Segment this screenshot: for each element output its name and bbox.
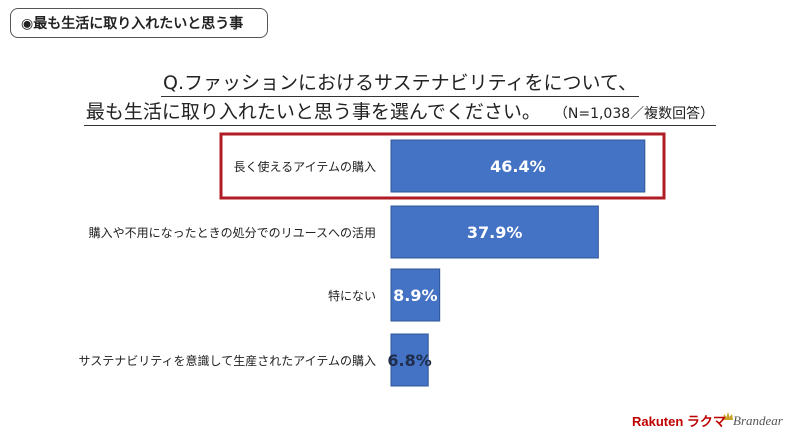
bar-0 — [390, 139, 646, 193]
highlight-frame — [219, 132, 666, 200]
value-label-1: 37.9% — [467, 223, 523, 242]
bar-2 — [390, 268, 441, 322]
brandear-logo: Brandear — [733, 413, 783, 428]
category-label-2: 特にない — [328, 288, 376, 303]
value-label-2: 8.9% — [393, 286, 437, 305]
category-label-3: サステナビリティを意識して生産されたアイテムの購入 — [79, 353, 376, 368]
question-title-text-2: 最も生活に取り入れたいと思う事を選んでください。 — [85, 101, 541, 123]
topic-badge-label: ◉最も生活に取り入れたいと思う事 — [21, 16, 244, 32]
bar-3 — [390, 333, 429, 387]
sample-size-note: （N=1,038／複数回答） — [560, 106, 715, 122]
question-title-text-1: Q.ファッションにおけるサステナビリティをについて、 — [161, 68, 639, 97]
value-label-3: 6.8% — [387, 351, 431, 370]
topic-badge: ◉最も生活に取り入れたいと思う事 — [10, 8, 268, 38]
brandear-crown-icon — [723, 412, 733, 420]
category-label-0: 長く使えるアイテムの購入 — [234, 159, 376, 174]
bar-1 — [390, 205, 599, 259]
question-title-underline-2: 最も生活に取り入れたいと思う事を選んでください。 （N=1,038／複数回答） — [83, 97, 717, 126]
value-label-0: 46.4% — [490, 157, 546, 176]
question-title-line-1: Q.ファッションにおけるサステナビリティをについて、 — [0, 68, 800, 97]
category-label-1: 購入や不用になったときの処分でのリユースへの活用 — [89, 226, 376, 240]
question-title-line-2: 最も生活に取り入れたいと思う事を選んでください。 （N=1,038／複数回答） — [0, 97, 800, 126]
rakuten-rakuma-logo: Rakuten ラクマ — [632, 414, 726, 429]
